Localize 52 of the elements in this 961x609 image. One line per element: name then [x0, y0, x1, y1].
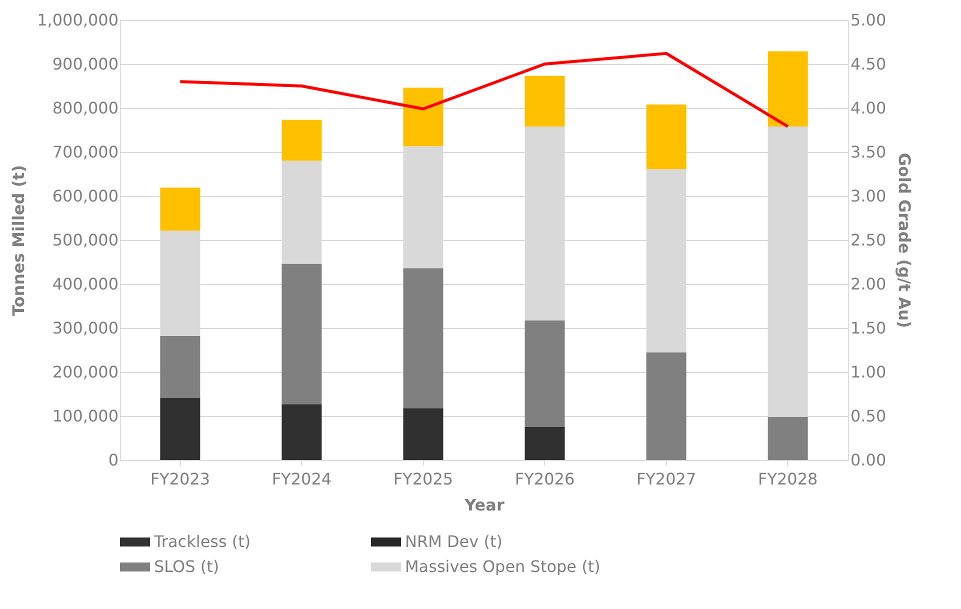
bar [646, 104, 686, 170]
legend-label: Massives Open Stope (t) [405, 557, 600, 576]
x-tick-label: FY2026 [514, 470, 575, 488]
y2-tick-label: 2.00 [850, 274, 886, 294]
legend-label: Trackless (t) [153, 532, 251, 551]
y-tick-label: 300,000 [52, 318, 118, 338]
y-tick-label: 500,000 [52, 230, 118, 250]
bar [646, 352, 686, 460]
bar [403, 408, 444, 460]
y2-tick-label: 5.00 [850, 10, 886, 30]
legend-label: NRM Dev (t) [405, 532, 502, 551]
x-tick-label: FY2023 [150, 470, 210, 488]
y2-tick-label: 3.00 [850, 186, 886, 206]
bar [282, 404, 322, 460]
y-tick-label: 1,000,000 [37, 10, 118, 30]
y-tick-label: 200,000 [52, 362, 118, 382]
line-series [178, 52, 790, 128]
x-tick-label: FY2028 [758, 470, 818, 488]
y2-tick-label: 0.00 [850, 450, 886, 470]
x-tick-label: FY2024 [272, 470, 332, 488]
bar [282, 264, 322, 404]
bar [160, 336, 200, 398]
x-tick-label: FY2025 [393, 470, 454, 488]
y2-tick-label: 3.50 [850, 142, 886, 162]
y-tick-label: 400,000 [52, 274, 118, 294]
bar [160, 188, 200, 231]
bar [282, 120, 322, 161]
y2-tick-label: 4.00 [850, 98, 886, 118]
y2-tick-label: 4.50 [850, 54, 886, 74]
y2-tick-label: 2.50 [850, 230, 886, 250]
y-tick-label: 800,000 [52, 98, 118, 118]
y2-axis-title: Gold Grade (g/t Au) [895, 152, 914, 328]
bar [524, 76, 565, 126]
y-tick-label: 600,000 [52, 186, 118, 206]
x-tick-label: FY2027 [636, 470, 696, 488]
bar [524, 427, 565, 460]
bar [160, 398, 200, 460]
bar [403, 88, 444, 146]
y2-tick-label: 1.00 [850, 362, 886, 382]
y-tick-label: 700,000 [52, 142, 118, 162]
bar [403, 268, 444, 408]
y-axis-title: Tonnes Milled (t) [9, 164, 28, 316]
y-tick-label: 100,000 [52, 406, 118, 426]
bar [768, 416, 808, 460]
y-tick-label: 0 [108, 450, 118, 470]
bar [524, 320, 565, 427]
y2-tick-label: 1.50 [850, 318, 886, 338]
y2-tick-label: 0.50 [850, 406, 886, 426]
y-tick-label: 900,000 [52, 54, 118, 74]
bar [768, 51, 808, 126]
legend-label: SLOS (t) [154, 557, 220, 576]
x-axis-title: Year [464, 496, 504, 514]
